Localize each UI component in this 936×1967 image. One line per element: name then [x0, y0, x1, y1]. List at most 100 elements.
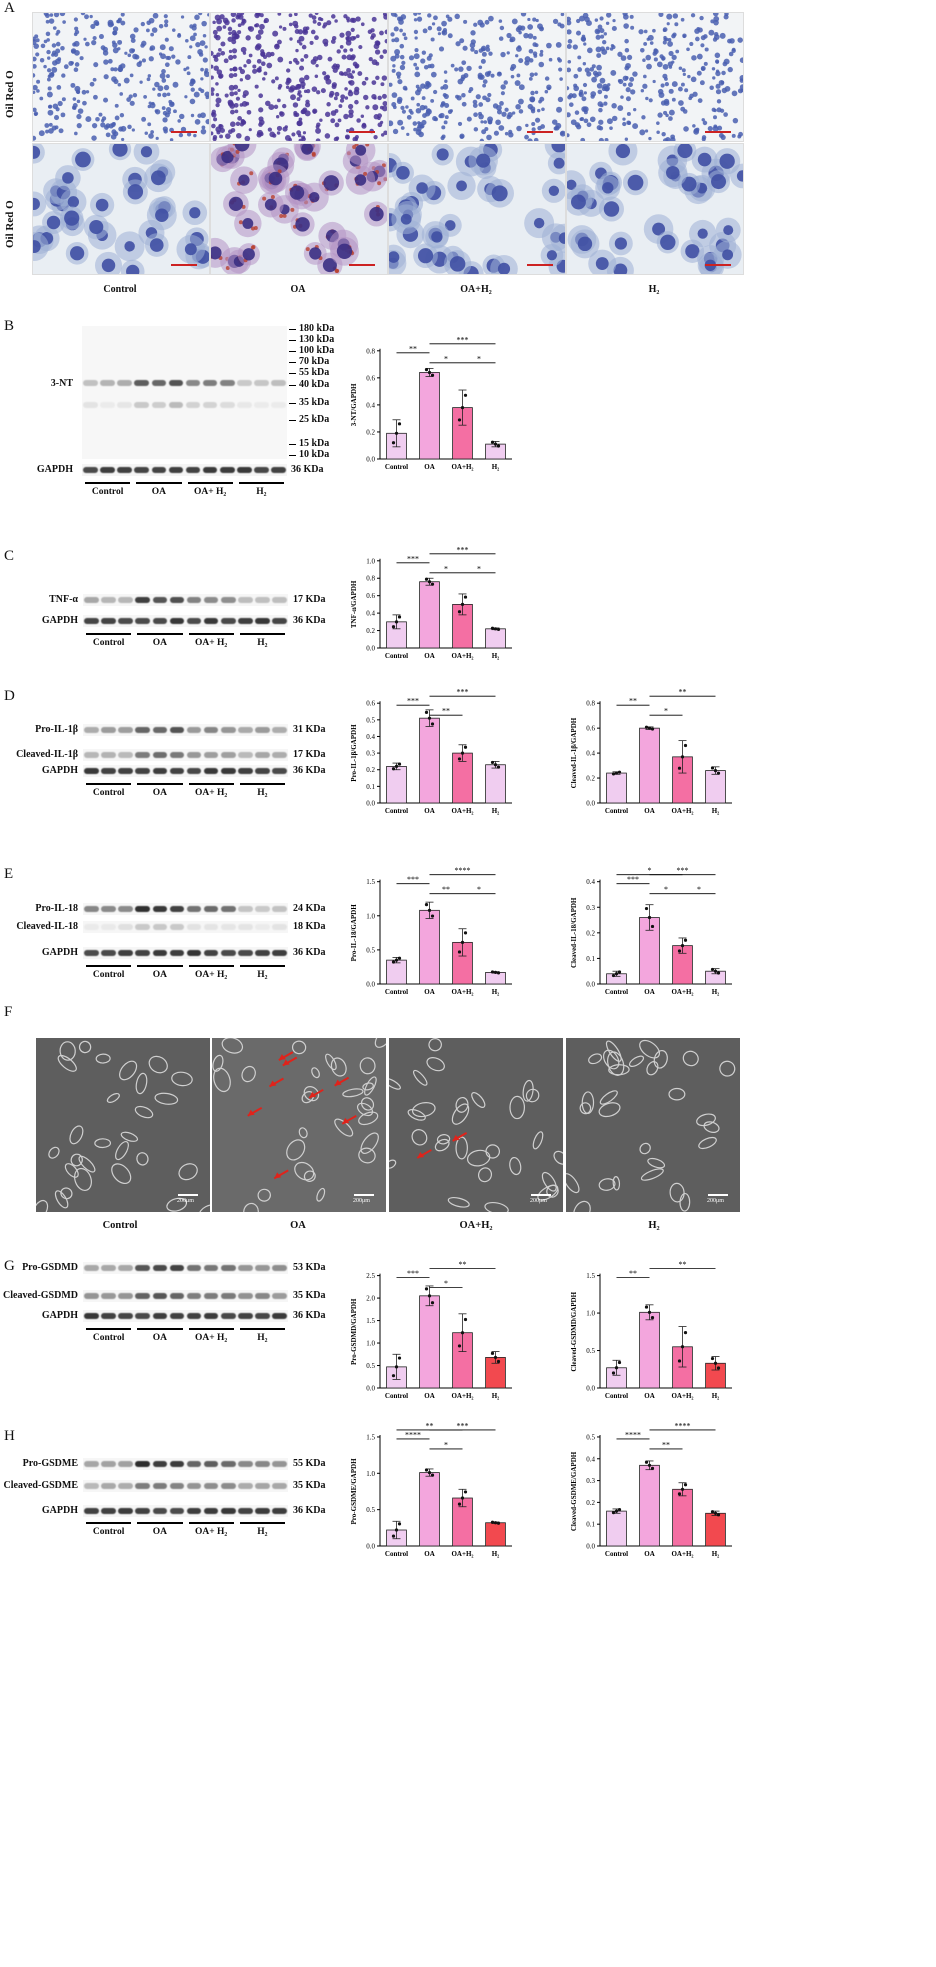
panel_g-row2-band [118, 1313, 134, 1319]
panel_d-row2-band [169, 768, 185, 774]
band-3nt-band [168, 380, 184, 386]
panel_c-kda-0: 17 KDa [293, 594, 326, 605]
cell [518, 58, 524, 64]
cell [103, 97, 109, 103]
cell [224, 19, 230, 26]
cell [211, 246, 222, 260]
cell [567, 86, 570, 91]
significance-label: *** [627, 875, 639, 884]
band-3nt-band [83, 380, 98, 386]
panel_h-row0-band [118, 1461, 134, 1467]
cell [155, 136, 159, 140]
panel_g-row0-band [135, 1265, 151, 1271]
bar [419, 581, 440, 649]
cell [330, 39, 336, 44]
cell [504, 131, 509, 136]
cell [365, 105, 370, 110]
cell [35, 52, 40, 57]
data-point [617, 1360, 622, 1365]
cell [697, 228, 708, 239]
cell [336, 243, 353, 259]
cell [403, 36, 408, 41]
panel_d-row2-band [118, 768, 134, 774]
cell [171, 54, 176, 59]
cell [436, 1134, 451, 1145]
cell [302, 29, 309, 35]
cell [258, 93, 264, 99]
cell [129, 100, 135, 106]
caption-oa-h2: OA+H₂ [460, 284, 492, 295]
cell [559, 77, 563, 81]
cell [297, 29, 304, 35]
x-tick-label: OA+H₂ [671, 1392, 693, 1400]
cell [292, 20, 299, 27]
cell [272, 30, 279, 37]
cell [398, 19, 404, 25]
y-tick-label: 0.5 [586, 1347, 595, 1355]
cell [345, 135, 350, 140]
marker-arrow [289, 403, 296, 404]
cell [481, 129, 487, 135]
lipid-droplet [290, 207, 295, 212]
cell [200, 128, 207, 135]
cell [61, 73, 66, 78]
panel_g-row0-band [84, 1265, 99, 1271]
significance-label: * [477, 354, 481, 363]
cell [667, 37, 672, 42]
cell [647, 1157, 666, 1169]
group-label: OA [152, 788, 167, 798]
band-gapdh-b-band [134, 467, 150, 473]
cell [544, 89, 549, 94]
x-tick-label: OA+H₂ [671, 988, 693, 996]
bar [485, 972, 506, 985]
cell [186, 71, 191, 76]
cell [320, 88, 326, 94]
cell [233, 84, 239, 90]
significance-label: *** [457, 545, 469, 554]
cell [312, 19, 317, 24]
cell [574, 122, 581, 128]
cell [124, 51, 128, 55]
group-label: H₂ [257, 1527, 268, 1537]
data-point [394, 1365, 399, 1369]
cell [216, 52, 221, 57]
chart-cleaved-gsdme: 0.00.10.20.30.40.5Cleaved-GSDME/GAPDHCon… [570, 1421, 732, 1558]
cell [660, 83, 665, 88]
group-label: OA [152, 970, 167, 980]
cell [723, 112, 728, 117]
data-point [611, 1371, 616, 1375]
data-point [710, 766, 715, 770]
cell [478, 1167, 493, 1183]
panel_h-label-1: Cleaved-GSDME [3, 1480, 78, 1491]
cell [656, 121, 660, 125]
data-point [614, 1509, 619, 1513]
cell [277, 13, 282, 16]
cell [731, 90, 738, 97]
cell [48, 122, 53, 127]
cell [190, 78, 196, 85]
cell [436, 148, 449, 161]
data-point [617, 1507, 622, 1512]
cell [618, 79, 624, 85]
cell [414, 36, 418, 40]
cell [482, 83, 487, 88]
cell [415, 89, 421, 96]
cell [120, 63, 126, 69]
significance-label: *** [457, 335, 469, 344]
cell [33, 56, 37, 62]
cell [277, 39, 282, 45]
panel_e-row0-band [152, 906, 168, 912]
cell [714, 52, 721, 59]
cell [74, 1167, 92, 1192]
cell [48, 18, 55, 24]
cell [476, 153, 491, 168]
cell [198, 87, 202, 92]
cell [341, 54, 347, 60]
cell [294, 13, 298, 17]
data-point [427, 580, 432, 584]
cell [437, 32, 442, 36]
cell [375, 42, 380, 46]
cell [152, 87, 156, 91]
cell [643, 74, 647, 79]
cell [586, 71, 592, 77]
